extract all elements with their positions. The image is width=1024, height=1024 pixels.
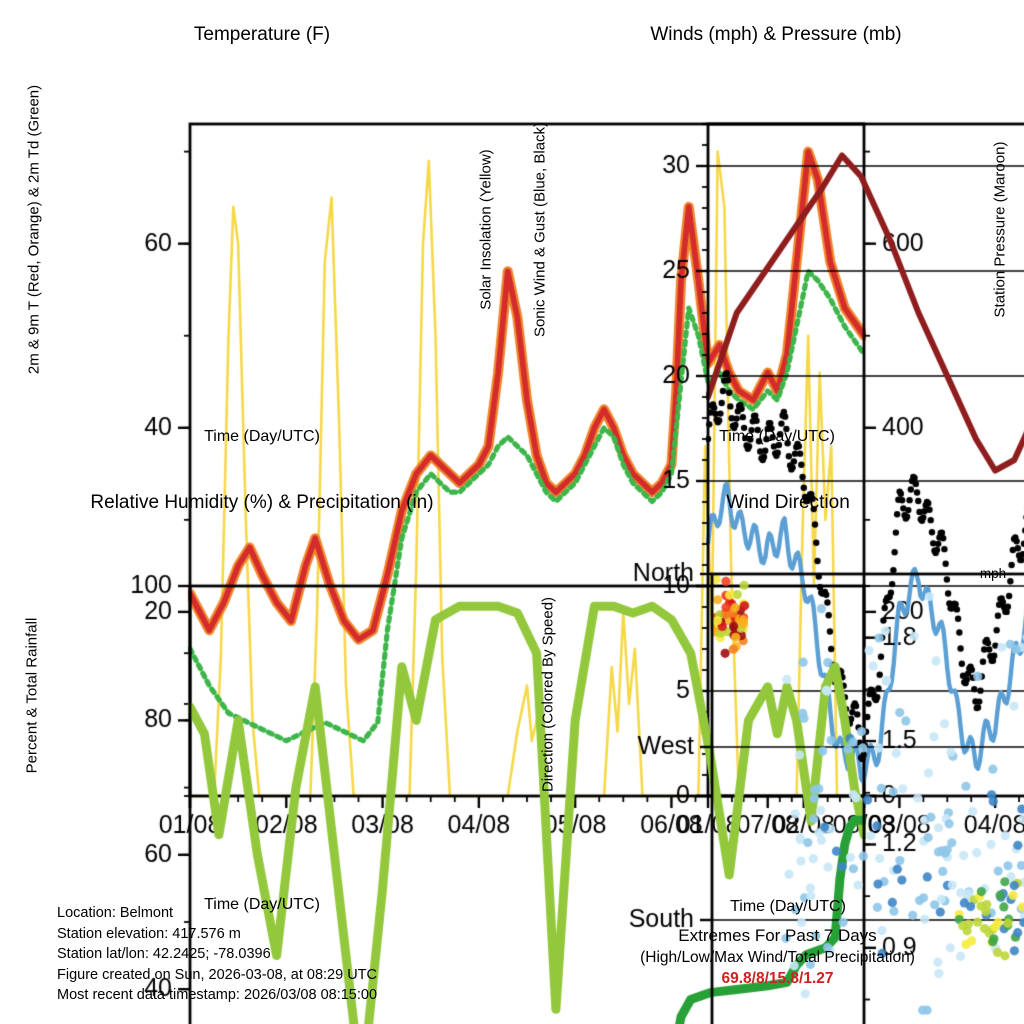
- extremes-title: Extremes For Past 7 Days: [678, 926, 877, 945]
- figure-created: Figure created on Sun, 2026-03-08, at 08…: [57, 966, 377, 983]
- humidity-y-left-label: Percent & Total Rainfall: [23, 617, 41, 774]
- wind-direction-chart-canvas: [512, 470, 1024, 1024]
- temperature-x-label: Time (Day/UTC): [204, 428, 320, 445]
- temperature-y-right-label: Solar Insolation (Yellow): [477, 149, 495, 310]
- humidity-title: Relative Humidity (%) & Precipitation (i…: [90, 492, 434, 513]
- winds-y-left-label: Sonic Wind & Gust (Blue, Black): [531, 121, 549, 338]
- station-location: Location: Belmont: [57, 905, 174, 921]
- humidity-x-label: Time (Day/UTC): [204, 896, 320, 913]
- winds-y-right-label: Station Pressure (Maroon): [991, 141, 1009, 318]
- extremes-block: Extremes For Past 7 Days (High/Low/Max W…: [530, 926, 1024, 988]
- extremes-values: 69.8/8/15.8/1.27: [721, 970, 834, 987]
- temperature-title: Temperature (F): [193, 24, 331, 45]
- station-elevation: Station elevation: 417.576 m: [57, 925, 241, 942]
- wind-direction-x-label: Time (Day/UTC): [730, 898, 846, 915]
- extremes-subtitle: (High/Low/Max Wind/Total Precipitation): [640, 949, 915, 966]
- recent-timestamp: Most recent data timestamp: 2026/03/08 0…: [57, 987, 378, 1004]
- wind-direction-title: Wind Direction: [726, 492, 850, 513]
- temperature-y-left-label: 2m & 9m T (Red, Orange) & 2m Td (Green): [25, 84, 43, 375]
- station-info: Location: Belmont Station elevation: 417…: [57, 903, 377, 1006]
- wind-direction-y-label: Direction (Colored By Speed): [539, 596, 557, 793]
- station-latlon: Station lat/lon: 42.2425; -78.0396: [57, 946, 271, 963]
- colorbar-units-label: mph: [979, 566, 1007, 581]
- winds-x-label: Time (Day/UTC): [719, 428, 835, 445]
- winds-title: Winds (mph) & Pressure (mb): [650, 24, 902, 45]
